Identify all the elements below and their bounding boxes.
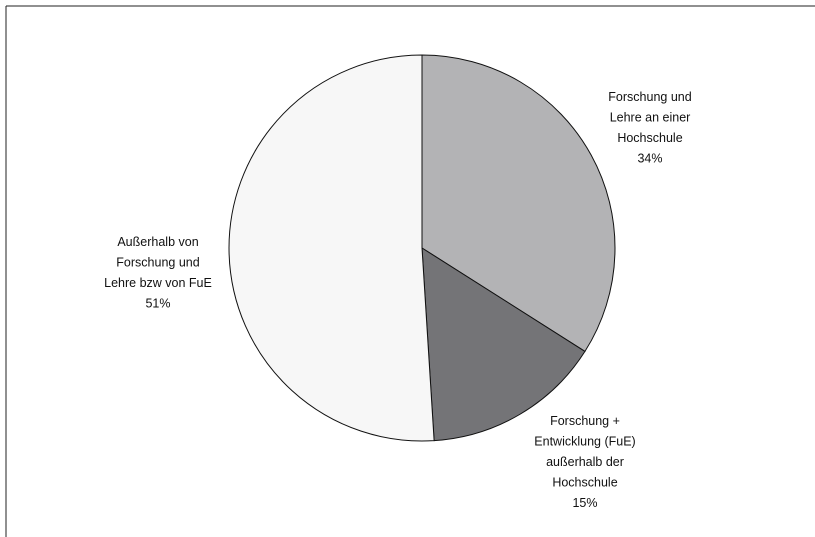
pie-slice-value-label-2: 15% [572,496,597,510]
pie-slice-3 [228,54,435,442]
pie-slice-value-label-1: 34% [637,152,662,166]
pie-slice-label-line-3-1: Außerhalb von [117,235,198,249]
pie-slice-label-line-2-2: Entwicklung (FuE) [534,435,635,449]
pie-slice-value-label-3: 51% [145,297,170,311]
pie-slice-label-line-3-2: Forschung und [116,256,199,270]
pie-slice-label-line-2-4: Hochschule [552,476,617,490]
pie-slice-label-line-3-3: Lehre bzw von FuE [104,276,212,290]
pie-slice-label-line-1-1: Forschung und [608,90,691,104]
pie-slice-label-line-1-2: Lehre an einer [610,111,691,125]
pie-slice-label-line-1-3: Hochschule [617,131,682,145]
pie-slice-2 [421,247,586,442]
pie-slice-label-line-2-1: Forschung + [550,414,620,428]
pie-slice-label-line-2-3: außerhalb der [546,455,624,469]
pie-slices [228,54,616,442]
pie-labels: Forschung und Lehre an einer Hochschule 34%… [104,90,692,510]
pie-slice-1 [421,54,616,353]
pie-slice-label-2: Forschung + Entwicklung (FuE) außerhalb de… [534,414,635,510]
pie-slice-label-1: Forschung und Lehre an einer Hochschule 34% [608,90,691,166]
pie-slice-label-3: Außerhalb von Forschung und Lehre bzw von … [104,235,212,311]
